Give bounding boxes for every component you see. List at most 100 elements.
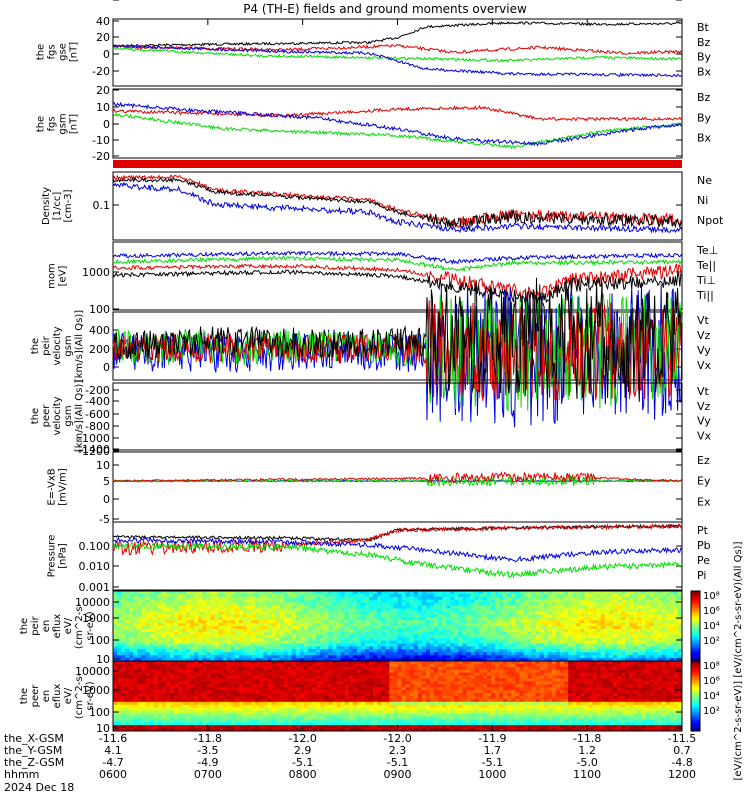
spectrogram-cell: [547, 602, 553, 606]
spectrogram-cell: [153, 684, 159, 688]
spectrogram-cell: [194, 678, 199, 682]
spectrogram-cell: [360, 631, 366, 636]
spectrogram-cell: [385, 626, 390, 630]
spectrogram-cell: [385, 631, 390, 636]
spectrogram-cell: [539, 640, 545, 644]
spectrogram-cell: [267, 728, 272, 732]
spectrogram-cell: [182, 617, 187, 621]
spectrogram-cell: [312, 634, 317, 639]
spectrogram-cell: [539, 593, 545, 598]
spectrogram-cell: [535, 640, 541, 644]
spectrogram-cell: [588, 596, 593, 601]
spectrogram-cell: [165, 669, 171, 674]
spectrogram-cell: [222, 728, 228, 732]
spectrogram-cell: [157, 605, 163, 609]
spectrogram-cell: [210, 713, 215, 717]
spectrogram-cell: [263, 643, 268, 647]
spectrogram-cell: [275, 658, 281, 662]
spectrogram-cell: [547, 611, 553, 615]
spectrogram-cell: [352, 634, 358, 639]
spectrogram-cell: [588, 643, 593, 647]
spectrogram-cell: [230, 608, 236, 612]
spectrogram-cell: [263, 646, 268, 650]
spectrogram-cell: [364, 620, 370, 624]
spectrogram-cell: [661, 643, 667, 647]
spectrogram-cell: [218, 646, 224, 650]
spectrogram-cell: [328, 669, 333, 674]
spectrogram-cell: [320, 696, 325, 700]
spectrogram-cell: [178, 672, 183, 676]
spectrogram-cell: [190, 628, 195, 633]
spectrogram-cell: [161, 640, 167, 644]
spectrogram-cell: [202, 701, 207, 706]
spectrogram-cell: [645, 620, 650, 624]
spectrogram-cell: [198, 663, 203, 668]
spectrogram-cell: [600, 646, 606, 650]
spectrogram-cell: [267, 661, 272, 665]
spectrogram-cell: [287, 628, 293, 633]
spectrogram-cell: [137, 698, 142, 703]
spectrogram-cell: [401, 658, 407, 662]
spectrogram-cell: [677, 611, 683, 615]
spectrogram-cell: [316, 672, 321, 676]
spectrogram-cell: [243, 658, 248, 662]
spectrogram-cell: [377, 599, 382, 604]
spectrogram-cell: [360, 649, 366, 653]
spectrogram-cell: [161, 663, 167, 668]
spectrogram-cell: [527, 628, 533, 633]
spectrogram-cell: [153, 596, 159, 601]
spectrogram-cell: [234, 710, 240, 714]
spectrogram-cell: [547, 599, 553, 604]
spectrogram-cell: [304, 666, 309, 671]
spectrogram-cell: [214, 614, 220, 618]
spectrogram-cell: [401, 628, 407, 633]
spectrogram-cell: [186, 693, 191, 697]
spectrogram-cell: [584, 617, 589, 621]
spectrogram-cell: [450, 637, 455, 641]
spectrogram-cell: [381, 605, 386, 609]
spectrogram-cell: [234, 678, 240, 682]
spectrogram-cell: [653, 658, 659, 662]
spectrogram-cell: [222, 591, 228, 595]
spectrogram-cell: [332, 690, 337, 694]
spectrogram-cell: [275, 614, 281, 618]
spectrogram-cell: [344, 649, 350, 653]
spectrogram-cell: [637, 602, 642, 606]
spectrogram-cell: [486, 631, 492, 636]
spectrogram-cell: [425, 631, 431, 636]
spectrogram-cell: [299, 643, 305, 647]
spectrogram-cells: [113, 591, 683, 662]
spectrogram-cell: [117, 608, 122, 612]
spectrogram-cell: [637, 652, 642, 656]
spectrogram-cell: [279, 710, 285, 714]
spectrogram-cell: [625, 628, 630, 633]
spectrogram-cell: [299, 658, 305, 662]
y-axis-label-line: gsm: [63, 335, 74, 356]
spectrogram-cell: [121, 687, 126, 691]
spectrogram-cell: [438, 640, 443, 644]
spectrogram-cell: [364, 602, 370, 606]
spectrogram-cell: [153, 675, 159, 679]
spectrogram-cell: [596, 646, 602, 650]
spectrogram-cell: [316, 675, 321, 679]
spectrogram-cell: [360, 617, 366, 621]
spectrogram-cell: [186, 704, 191, 709]
spectrogram-cell: [226, 713, 232, 717]
spectrogram-cell: [340, 643, 346, 647]
spectrogram-cell: [405, 599, 411, 604]
spectrogram-cell: [312, 631, 317, 636]
spectrogram-cell: [214, 628, 220, 633]
spectrogram-cell: [332, 696, 337, 700]
spectrogram-cell: [377, 620, 382, 624]
spectrogram-cell: [117, 640, 122, 644]
spectrogram-cell: [251, 628, 256, 633]
spectrogram-cell: [527, 626, 533, 630]
spectrogram-cell: [222, 658, 228, 662]
spectrogram-cell: [677, 620, 683, 624]
spectrogram-cell: [210, 684, 215, 688]
spectrogram-cell: [324, 710, 329, 714]
spectrogram-cell: [234, 690, 240, 694]
spectrogram-cell: [186, 719, 191, 723]
spectrogram-cell: [226, 608, 232, 612]
spectrogram-cell: [669, 617, 675, 621]
